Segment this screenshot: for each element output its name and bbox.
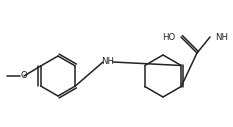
Text: NH: NH bbox=[102, 58, 114, 67]
Text: NH: NH bbox=[215, 33, 228, 42]
Text: O: O bbox=[21, 72, 27, 81]
Text: HO: HO bbox=[162, 33, 175, 42]
